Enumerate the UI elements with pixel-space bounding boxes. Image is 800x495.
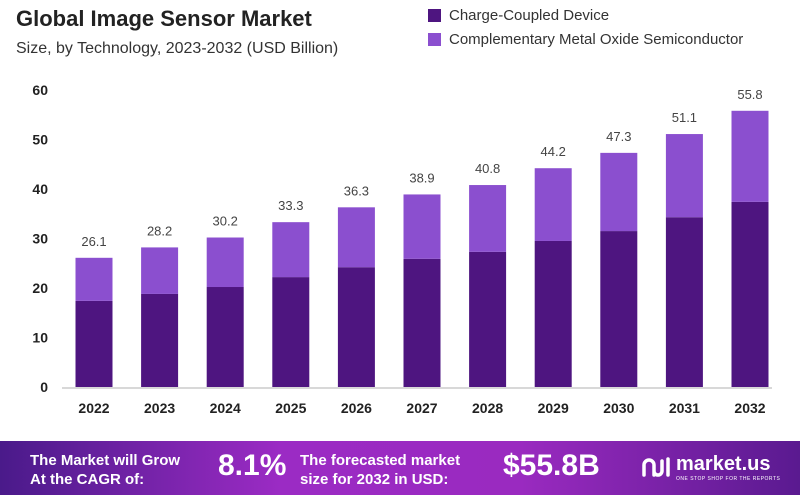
bar-cmos <box>206 237 244 288</box>
bar-cmos <box>469 185 507 252</box>
legend-swatch <box>428 8 441 22</box>
legend-swatch <box>428 32 441 46</box>
bar-cmos <box>75 257 113 301</box>
forecast-value: $55.8B <box>503 449 600 482</box>
total-label: 51.1 <box>672 110 697 125</box>
bar-ccd <box>600 231 638 387</box>
bar-ccd <box>731 201 769 387</box>
legend-label: Charge-Coupled Device <box>449 6 610 24</box>
bar-cmos <box>403 194 441 259</box>
logo-icon <box>642 456 670 477</box>
x-tick-label: 2030 <box>603 400 634 416</box>
total-label: 36.3 <box>344 183 369 198</box>
x-tick-label: 2023 <box>144 400 175 416</box>
total-label: 33.3 <box>278 198 303 213</box>
y-tick-label: 60 <box>32 82 48 98</box>
forecast-label-line: size for 2032 in USD: <box>300 471 449 488</box>
bar-ccd <box>337 267 375 387</box>
total-label: 40.8 <box>475 161 500 176</box>
x-tick-label: 2025 <box>275 400 306 416</box>
market-us-logo: market.us ONE STOP SHOP FOR THE REPORTS <box>640 453 780 482</box>
y-tick-label: 40 <box>32 181 48 197</box>
x-tick-label: 2028 <box>472 400 503 416</box>
bar-ccd <box>534 240 572 387</box>
total-label: 30.2 <box>213 214 238 229</box>
x-tick-label: 2026 <box>341 400 372 416</box>
y-tick-label: 0 <box>40 379 48 395</box>
total-label: 44.2 <box>541 144 566 159</box>
y-tick-label: 50 <box>32 132 48 148</box>
chart-subtitle: Size, by Technology, 2023-2032 (USD Bill… <box>16 40 339 57</box>
cagr-label: The Market will Grow At the CAGR of: <box>30 451 180 489</box>
bar-cmos <box>141 247 179 294</box>
cagr-label-line: The Market will Grow <box>30 452 181 469</box>
total-label: 26.1 <box>81 234 106 249</box>
chart-title: Global Image Sensor Market <box>16 6 312 31</box>
y-tick-label: 20 <box>32 280 48 296</box>
legend: Charge-Coupled Device Complementary Meta… <box>428 3 743 51</box>
y-tick-label: 30 <box>32 231 48 247</box>
bar-cmos <box>600 152 638 232</box>
x-tick-label: 2032 <box>734 400 765 416</box>
legend-item-ccd: Charge-Coupled Device <box>428 3 743 27</box>
x-tick-label: 2029 <box>538 400 569 416</box>
legend-label: Complementary Metal Oxide Semiconductor <box>449 30 744 48</box>
logo-name: market.us <box>676 453 771 475</box>
bar-ccd <box>141 293 179 387</box>
total-label: 55.8 <box>737 87 762 102</box>
total-label: 38.9 <box>409 170 434 185</box>
total-label: 47.3 <box>606 129 631 144</box>
total-label: 28.2 <box>147 223 172 238</box>
bar-ccd <box>272 277 310 387</box>
y-tick-label: 10 <box>32 330 48 346</box>
bar-ccd <box>206 287 244 387</box>
bar-cmos <box>534 168 572 241</box>
bar-ccd <box>469 251 507 387</box>
bar-cmos <box>731 110 769 202</box>
bar-ccd <box>403 258 441 387</box>
cagr-label-line: At the CAGR of: <box>30 471 145 488</box>
bar-ccd <box>75 300 113 387</box>
x-tick-label: 2027 <box>406 400 437 416</box>
logo-tagline: ONE STOP SHOP FOR THE REPORTS <box>676 476 781 482</box>
forecast-label: The forecasted market size for 2032 in US… <box>300 451 460 489</box>
x-tick-label: 2024 <box>210 400 241 416</box>
legend-item-cmos: Complementary Metal Oxide Semiconductor <box>428 27 743 51</box>
summary-banner: The Market will Grow At the CAGR of: 8.1%… <box>0 441 800 495</box>
cagr-value: 8.1% <box>218 449 287 482</box>
bar-ccd <box>665 217 703 387</box>
bar-chart: 010203040506026.1202228.2202330.2202433.… <box>32 82 772 416</box>
x-tick-label: 2031 <box>669 400 700 416</box>
x-tick-label: 2022 <box>78 400 109 416</box>
forecast-label-line: The forecasted market <box>300 452 461 469</box>
bar-cmos <box>337 207 375 268</box>
bar-cmos <box>272 222 310 278</box>
bar-cmos <box>665 134 703 218</box>
